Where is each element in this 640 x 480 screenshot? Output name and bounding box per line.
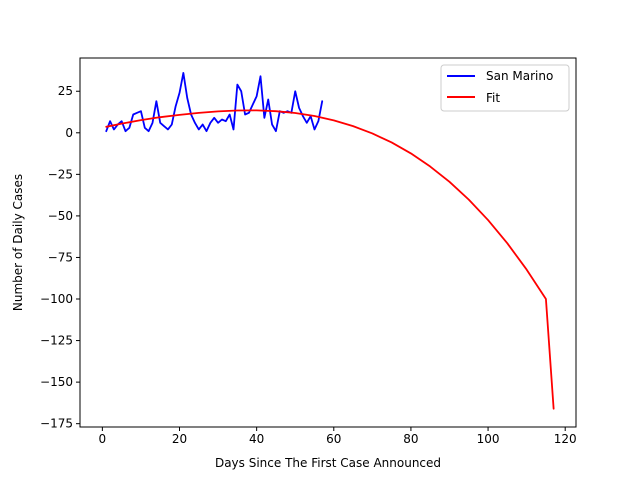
legend-label-fit: Fit	[486, 91, 500, 105]
y-tick-label: −150	[40, 375, 73, 389]
y-tick-label: −175	[40, 417, 73, 431]
x-axis: 0 20 40 60 80 100 120	[99, 427, 577, 446]
x-tick-label: 40	[249, 432, 264, 446]
x-tick-label: 0	[99, 432, 107, 446]
y-axis-label: Number of Daily Cases	[11, 174, 25, 311]
y-tick-label: 25	[58, 84, 73, 98]
x-tick-label: 20	[172, 432, 187, 446]
legend: San Marino Fit	[440, 64, 570, 112]
y-tick-label: 0	[65, 126, 73, 140]
series-line-san-marino	[105, 72, 324, 133]
series-line-fit	[105, 109, 555, 410]
y-axis: −175 −150 −125 −100 −75 −50 −25 0 25	[40, 84, 80, 431]
y-tick-label: −50	[48, 209, 73, 223]
x-tick-label: 80	[403, 432, 418, 446]
y-tick-label: −125	[40, 334, 73, 348]
x-axis-label: Days Since The First Case Announced	[215, 456, 441, 470]
y-tick-label: −75	[48, 250, 73, 264]
x-tick-label: 60	[326, 432, 341, 446]
y-tick-label: −100	[40, 292, 73, 306]
plot-frame	[79, 57, 577, 428]
y-tick-label: −25	[48, 167, 73, 181]
x-tick-label: 120	[554, 432, 577, 446]
x-tick-label: 100	[477, 432, 500, 446]
series-layer	[105, 72, 555, 410]
legend-label-san-marino: San Marino	[486, 69, 553, 83]
